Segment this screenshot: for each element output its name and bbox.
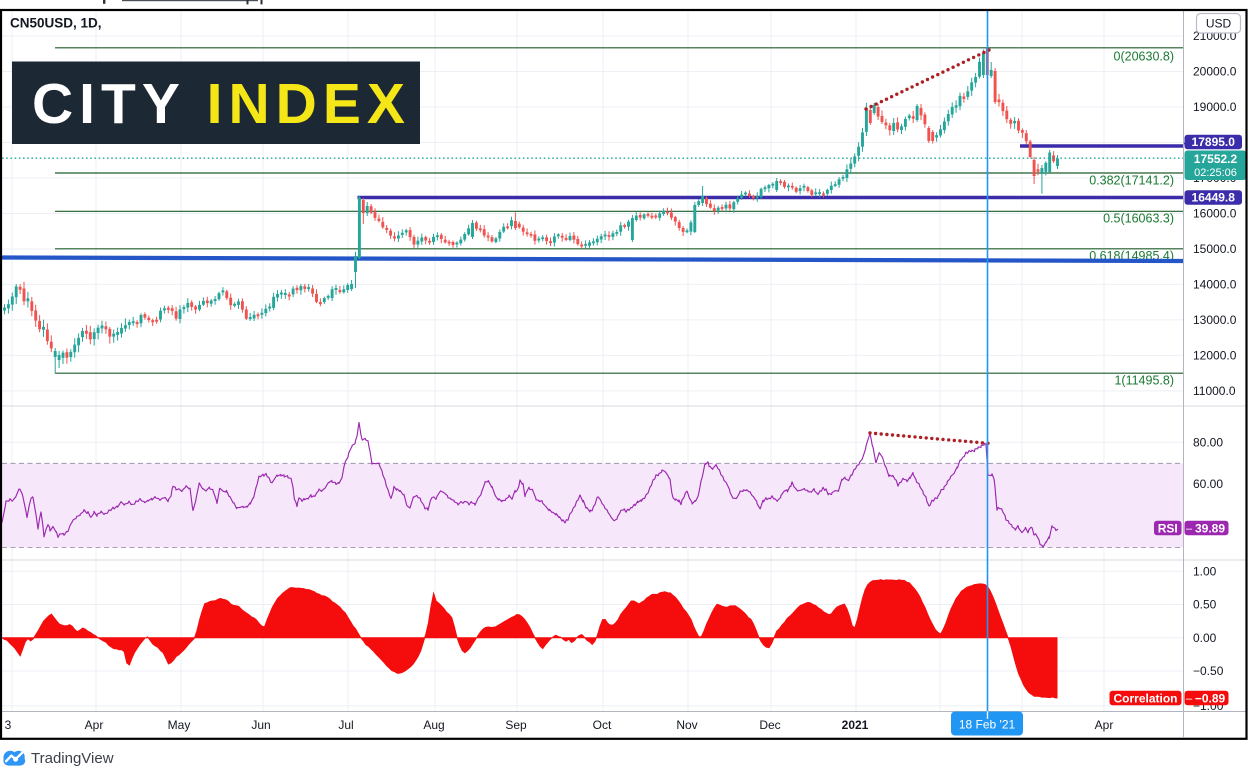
svg-text:02:25:06: 02:25:06	[1194, 167, 1237, 179]
svg-text:Oct: Oct	[593, 718, 612, 732]
svg-text:–: –	[1186, 523, 1193, 535]
svg-text:Sep: Sep	[505, 718, 527, 732]
svg-text:CN50USD, 1D,: CN50USD, 1D,	[10, 16, 102, 31]
svg-text:0.00: 0.00	[1193, 631, 1217, 645]
svg-text:Dec: Dec	[759, 718, 780, 732]
svg-text:1(11495.8): 1(11495.8)	[1114, 374, 1174, 388]
svg-text:0.382(17141.2): 0.382(17141.2)	[1089, 174, 1174, 188]
svg-text:−0.50: −0.50	[1193, 664, 1224, 678]
svg-text:–: –	[1186, 693, 1193, 705]
svg-text:16000.0: 16000.0	[1193, 207, 1237, 221]
svg-text:1.00: 1.00	[1193, 564, 1217, 578]
svg-text:2021: 2021	[842, 718, 869, 732]
svg-text:13000.0: 13000.0	[1193, 313, 1237, 327]
svg-text:CITY INDEX: CITY INDEX	[32, 72, 411, 136]
svg-text:−0.89: −0.89	[1195, 691, 1226, 705]
svg-text:20000.0: 20000.0	[1193, 65, 1237, 79]
svg-text:80.00: 80.00	[1193, 436, 1223, 450]
svg-text:Aug: Aug	[423, 718, 444, 732]
svg-text:12000.0: 12000.0	[1193, 349, 1237, 363]
svg-text:Apr: Apr	[85, 718, 104, 732]
svg-text:May: May	[168, 718, 191, 732]
svg-text:0.5(16063.3): 0.5(16063.3)	[1103, 212, 1174, 226]
svg-text:0.50: 0.50	[1193, 598, 1217, 612]
svg-text:39.89: 39.89	[1195, 521, 1225, 535]
svg-text:Jun: Jun	[251, 718, 270, 732]
svg-text:16449.8: 16449.8	[1192, 191, 1236, 205]
svg-text:3: 3	[5, 718, 12, 732]
svg-text:Nov: Nov	[676, 718, 697, 732]
svg-text:RSI: RSI	[1158, 521, 1178, 535]
svg-text:18 Feb '21: 18 Feb '21	[959, 718, 1016, 732]
svg-text:Correlation: Correlation	[1113, 691, 1177, 705]
svg-text:17895.0: 17895.0	[1192, 135, 1236, 149]
svg-text:Apr: Apr	[1095, 718, 1114, 732]
svg-text:USD: USD	[1206, 17, 1232, 31]
svg-text:15000.0: 15000.0	[1193, 242, 1237, 256]
svg-text:17552.2: 17552.2	[1194, 152, 1238, 166]
svg-text:60.00: 60.00	[1193, 477, 1223, 491]
svg-text:11000.0: 11000.0	[1193, 384, 1236, 398]
svg-text:TradingView: TradingView	[31, 750, 114, 767]
svg-text:Jul: Jul	[338, 718, 353, 732]
svg-text:0(20630.8): 0(20630.8)	[1114, 50, 1174, 64]
svg-text:14000.0: 14000.0	[1193, 278, 1237, 292]
svg-text:19000.0: 19000.0	[1193, 100, 1237, 114]
